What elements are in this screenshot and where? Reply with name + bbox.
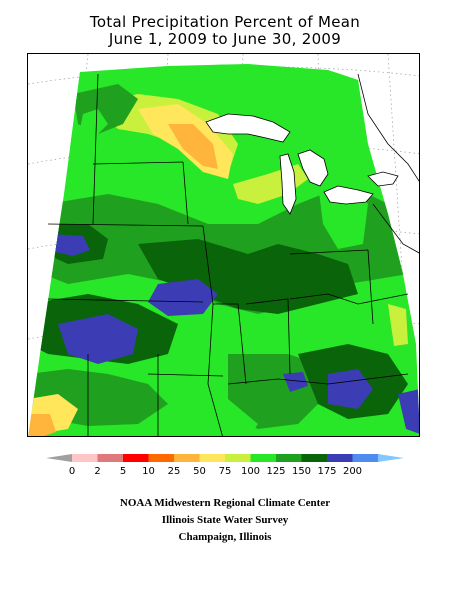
legend-bar: 0 2 5 10 25 50 75 100 125 150 175 200 xyxy=(46,454,404,477)
color-legend: 0 2 5 10 25 50 75 100 125 150 175 200 xyxy=(0,450,450,480)
legend-swatch xyxy=(148,454,174,462)
legend-swatch xyxy=(352,454,378,462)
state-boundaries xyxy=(47,73,409,436)
credit-line-2: Illinois State Water Survey xyxy=(161,514,289,526)
legend-swatch xyxy=(199,454,225,462)
credit-line-1: NOAA Midwestern Regional Climate Center xyxy=(119,497,331,509)
precipitation-map xyxy=(27,53,420,437)
legend-tick-label: 2 xyxy=(94,466,100,477)
legend-swatch xyxy=(123,454,149,462)
legend-tick-label: 0 xyxy=(69,466,75,477)
legend-swatch xyxy=(250,454,276,462)
legend-swatch xyxy=(72,454,98,462)
legend-tick-label: 175 xyxy=(317,466,336,477)
legend-swatch xyxy=(174,454,200,462)
legend-tick-label: 100 xyxy=(241,466,260,477)
legend-low-arrow xyxy=(46,454,72,462)
legend-swatch xyxy=(97,454,123,462)
legend-tick-label: 75 xyxy=(219,466,232,477)
credit-line-3: Champaign, Illinois xyxy=(178,531,272,543)
coastlines xyxy=(357,73,419,254)
legend-tick-label: 200 xyxy=(343,466,362,477)
legend-high-arrow xyxy=(378,454,404,462)
legend-tick-label: 10 xyxy=(142,466,155,477)
legend-tick-label: 25 xyxy=(168,466,181,477)
legend-tick-label: 125 xyxy=(266,466,285,477)
legend-tick-label: 5 xyxy=(120,466,126,477)
legend-tick-label: 50 xyxy=(193,466,206,477)
legend-swatch xyxy=(327,454,353,462)
legend-tick-label: 150 xyxy=(292,466,311,477)
map-title-line-2: June 1, 2009 to June 30, 2009 xyxy=(108,30,342,48)
map-title-line-1: Total Precipitation Percent of Mean xyxy=(89,13,361,31)
legend-swatch xyxy=(276,454,302,462)
legend-swatch xyxy=(225,454,251,462)
great-lakes xyxy=(205,113,399,215)
legend-swatch xyxy=(301,454,327,462)
precipitation-field xyxy=(28,64,419,436)
